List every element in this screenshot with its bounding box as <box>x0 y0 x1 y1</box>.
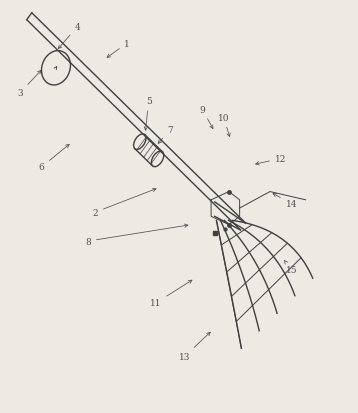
Text: 9: 9 <box>199 105 213 129</box>
Text: 10: 10 <box>218 114 230 137</box>
Text: 12: 12 <box>256 155 286 166</box>
Text: 7: 7 <box>158 126 173 144</box>
Text: 11: 11 <box>150 280 192 308</box>
Text: 3: 3 <box>18 71 41 98</box>
Text: 4: 4 <box>58 23 80 50</box>
Text: 1: 1 <box>107 39 130 58</box>
Text: 13: 13 <box>179 332 210 361</box>
Text: 5: 5 <box>144 97 152 131</box>
Text: 8: 8 <box>85 225 188 246</box>
Text: 6: 6 <box>39 145 69 172</box>
Text: 15: 15 <box>284 261 297 275</box>
Text: 14: 14 <box>273 194 297 209</box>
Text: 2: 2 <box>92 189 156 217</box>
